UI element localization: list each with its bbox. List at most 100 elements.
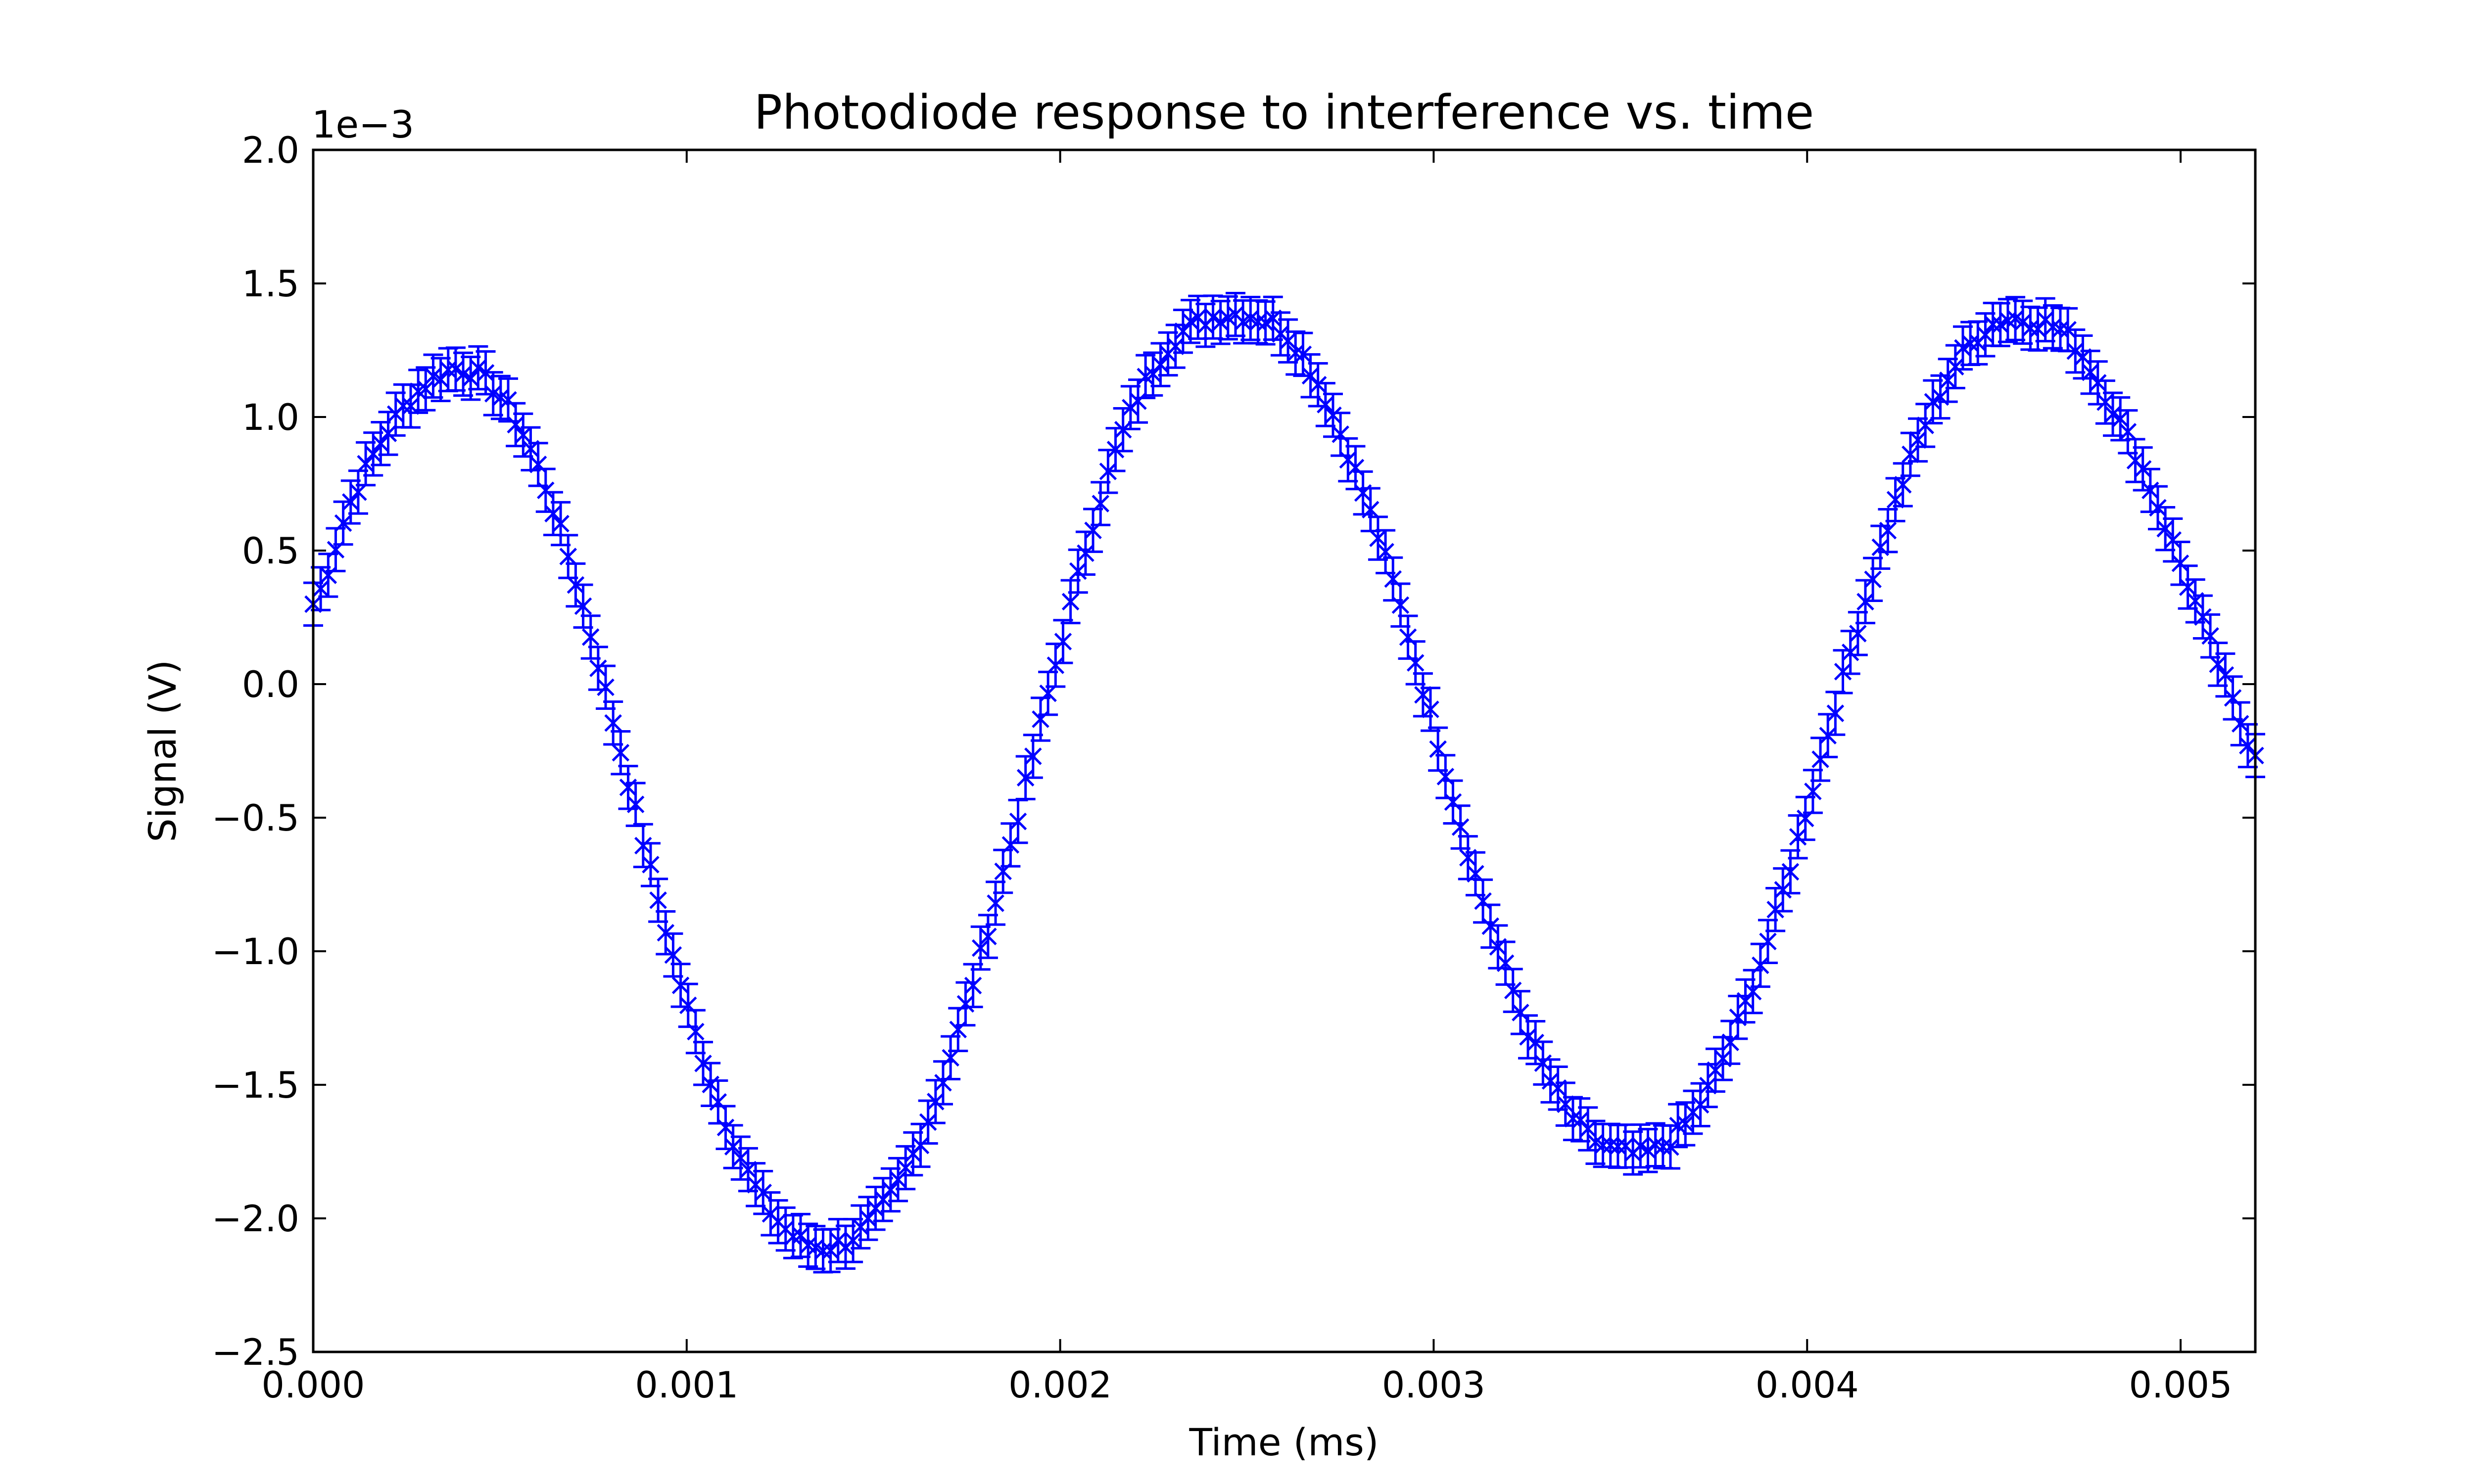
marker-x: [1309, 375, 1327, 394]
marker-x: [1039, 684, 1057, 702]
data-point: [1720, 1020, 1741, 1065]
marker-x: [604, 714, 622, 732]
marker-x: [1902, 445, 1919, 464]
marker-x: [687, 1022, 705, 1041]
marker-x: [1144, 365, 1162, 383]
marker-x: [1436, 768, 1455, 786]
marker-x: [1886, 491, 1904, 509]
marker-x: [1369, 529, 1387, 547]
marker-x: [1047, 656, 1065, 674]
data-point: [663, 932, 683, 978]
marker-x: [971, 939, 990, 957]
data-point: [1473, 878, 1493, 924]
marker-x: [2051, 320, 2069, 338]
x-tick-label: 0.001: [635, 1364, 738, 1406]
marker-x: [447, 360, 465, 378]
marker-x: [1811, 750, 1829, 768]
marker-x: [1399, 628, 1417, 646]
marker-x: [1422, 700, 1439, 718]
marker-x: [1467, 865, 1484, 883]
marker-x: [1601, 1136, 1619, 1155]
marker-x: [372, 434, 390, 453]
x-axis: 0.000 0.001 0.002 0.003 0.004 0.005: [262, 150, 2233, 1406]
data-point: [1915, 403, 1936, 448]
marker-x: [1871, 538, 1890, 556]
y-tick-label: 0.5: [242, 530, 299, 572]
marker-x: [859, 1209, 877, 1227]
data-point: [701, 1062, 721, 1108]
marker-x: [1781, 863, 1800, 881]
marker-x: [1714, 1050, 1732, 1067]
data-point: [723, 1124, 743, 1169]
x-tick-label: 0.005: [2129, 1364, 2233, 1406]
y-axis: 2.0 1.5 1.0 0.5 0.0 −0.5 −1.0 −1.5 −2.0 −2.5: [212, 130, 2255, 1374]
marker-x: [821, 1242, 840, 1259]
marker-x: [784, 1228, 802, 1246]
marker-x: [1766, 900, 1784, 919]
marker-x: [1691, 1096, 1710, 1114]
x-axis-label: Time (ms): [1189, 1420, 1379, 1464]
marker-x: [1444, 793, 1462, 811]
y-tick-label: −2.0: [212, 1198, 299, 1240]
data-point: [1825, 691, 1846, 736]
data-point: [1690, 1082, 1711, 1128]
marker-x: [364, 445, 382, 463]
marker-x: [1451, 818, 1470, 836]
marker-x: [1631, 1137, 1650, 1155]
data-point: [1091, 481, 1111, 526]
marker-x: [581, 628, 600, 646]
marker-x: [2194, 608, 2212, 626]
x-tick-label: 0.003: [1382, 1364, 1485, 1406]
x-tick-label: 0.000: [262, 1364, 365, 1406]
data-point: [1105, 427, 1126, 472]
marker-x: [724, 1138, 742, 1156]
data-point: [1803, 769, 1823, 814]
chart-title: Photodiode response to interference vs. …: [754, 86, 1814, 140]
marker-x: [537, 481, 555, 499]
marker-x: [626, 795, 645, 813]
marker-x: [634, 836, 652, 855]
marker-x: [514, 426, 532, 444]
marker-x: [1961, 334, 1979, 353]
marker-x: [2209, 655, 2227, 673]
marker-x: [1377, 543, 1394, 561]
data-point: [791, 1212, 811, 1258]
marker-x: [1429, 740, 1447, 758]
marker-x: [1826, 704, 1845, 722]
marker-x: [417, 380, 435, 398]
data-point: [363, 431, 383, 477]
marker-x: [716, 1118, 735, 1137]
marker-x: [1391, 596, 1410, 614]
data-point: [2178, 564, 2198, 610]
marker-x: [424, 367, 442, 385]
x-tick-label: 0.004: [1756, 1364, 1859, 1406]
marker-x: [402, 397, 420, 415]
marker-x: [934, 1074, 952, 1092]
data-point: [1773, 867, 1793, 913]
marker-x: [1249, 313, 1267, 331]
marker-x: [499, 391, 517, 409]
marker-x: [2029, 320, 2047, 338]
data-point: [1331, 412, 1351, 457]
y-tick-label: 2.0: [242, 130, 299, 172]
marker-x: [1001, 836, 1020, 854]
marker-x: [1534, 1054, 1552, 1072]
marker-x: [1834, 663, 1852, 681]
marker-x: [979, 928, 997, 945]
y-tick-label: −1.0: [212, 931, 299, 973]
marker-x: [1362, 501, 1380, 519]
marker-x: [1512, 1004, 1529, 1021]
marker-x: [1947, 358, 1964, 376]
data-series: [303, 291, 2265, 1274]
marker-x: [874, 1191, 892, 1208]
marker-x: [671, 976, 690, 994]
marker-x: [642, 856, 660, 874]
marker-x: [394, 397, 412, 415]
marker-x: [1384, 570, 1402, 588]
marker-x: [1406, 654, 1425, 672]
marker-x: [574, 597, 592, 615]
marker-x: [897, 1159, 914, 1177]
marker-x: [484, 385, 502, 403]
marker-x: [1279, 332, 1297, 350]
marker-x: [1736, 992, 1755, 1010]
